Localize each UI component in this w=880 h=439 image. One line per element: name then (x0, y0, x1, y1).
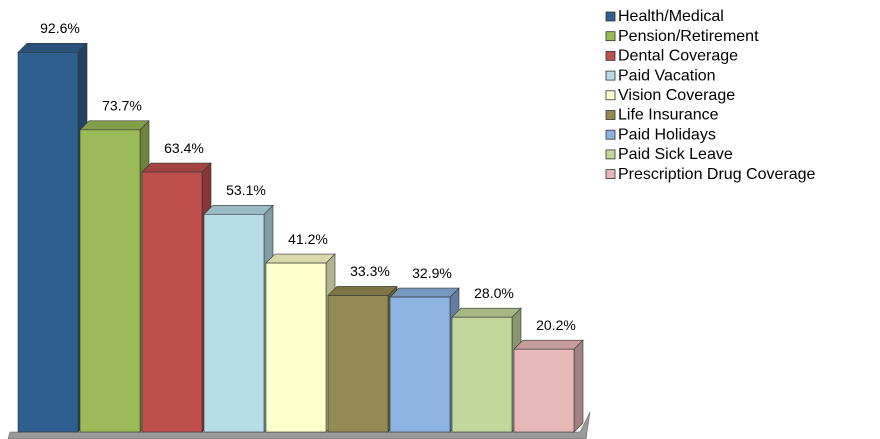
bar (265, 262, 327, 433)
bar-top (79, 120, 150, 131)
legend-label: Paid Vacation (618, 67, 716, 84)
legend-swatch (605, 90, 616, 101)
data-label: 92.6% (40, 20, 80, 36)
legend-label: Vision Coverage (618, 87, 735, 104)
bar (141, 171, 203, 433)
data-label: 32.9% (412, 265, 452, 281)
bar (17, 52, 79, 433)
data-label: 53.1% (226, 182, 266, 198)
bar-top (327, 286, 398, 296)
legend-label: Health/Medical (618, 8, 724, 25)
legend-label: Paid Holidays (618, 126, 716, 143)
data-label: 73.7% (102, 98, 142, 114)
bar-top (203, 204, 274, 215)
legend-label: Dental Coverage (618, 48, 738, 65)
data-label: 41.2% (288, 231, 328, 247)
data-label: 63.4% (164, 140, 204, 156)
bar (451, 316, 513, 433)
legend-swatch (605, 11, 616, 22)
bar-side (573, 339, 584, 433)
data-label: 28.0% (474, 285, 514, 301)
legend-swatch (605, 110, 616, 120)
bar (203, 213, 265, 433)
bar (513, 348, 575, 433)
legend-swatch (605, 129, 616, 140)
legend-swatch (605, 70, 616, 81)
legend-swatch (605, 169, 616, 180)
legend-label: Paid Sick Leave (618, 146, 733, 163)
data-label: 33.3% (350, 263, 390, 279)
legend-label: Prescription Drug Coverage (618, 166, 816, 183)
bar-top (17, 43, 88, 53)
data-label: 20.2% (536, 317, 576, 333)
bar (389, 296, 451, 433)
legend-label: Life Insurance (618, 107, 719, 124)
legend-label: Pension/Retirement (618, 28, 759, 45)
bar-top (513, 339, 584, 350)
legend-swatch (605, 51, 616, 61)
bar-top (451, 307, 522, 318)
legend-swatch (605, 149, 616, 160)
bar-top (389, 287, 460, 298)
bar-top (265, 253, 336, 264)
bar (79, 129, 141, 433)
legend-swatch (605, 31, 616, 42)
bar-top (141, 162, 212, 173)
bar (327, 295, 389, 433)
